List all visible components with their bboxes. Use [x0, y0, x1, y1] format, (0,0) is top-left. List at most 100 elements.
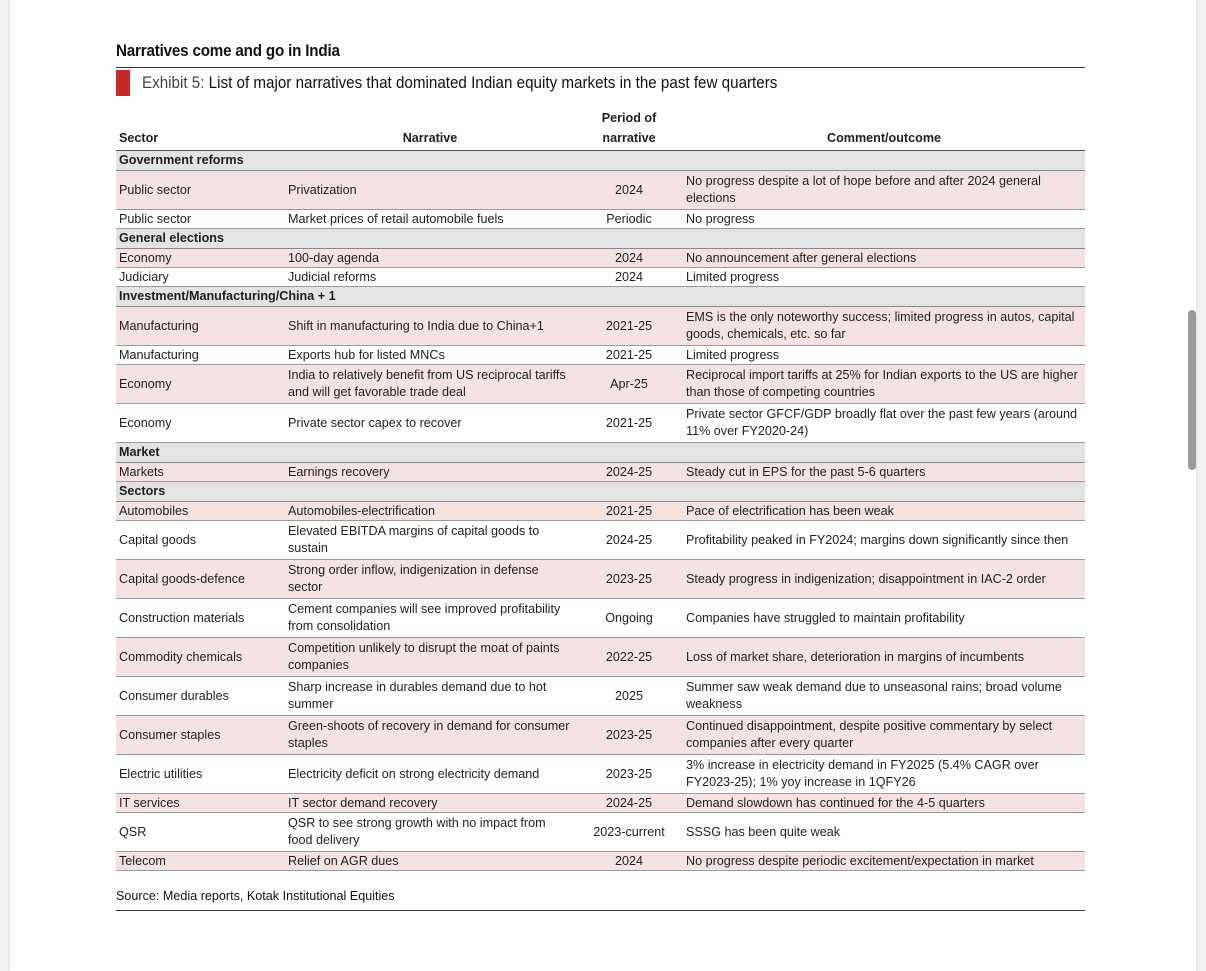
- cell-comment: Limited progress: [683, 345, 1085, 365]
- cell-sector: Construction materials: [116, 598, 285, 638]
- group-header-row: General elections: [116, 228, 1085, 249]
- cell-period: Periodic: [575, 209, 683, 229]
- table-row: Manufacturing Shift in manufacturing to I…: [116, 306, 1085, 346]
- source-note: Source: Media reports, Kotak Institution…: [116, 889, 395, 903]
- cell-narrative: Relief on AGR dues: [285, 851, 575, 871]
- cell-period: 2024-25: [575, 520, 683, 560]
- table-header-row: Sector Narrative Period of narrative Comm…: [116, 108, 1085, 151]
- table-row: Public sector Market prices of retail aut…: [116, 209, 1085, 229]
- cell-sector: Telecom: [116, 851, 285, 871]
- table-row: Economy Private sector capex to recover 20…: [116, 403, 1085, 443]
- table-row: Construction materials Cement companies w…: [116, 598, 1085, 638]
- cell-narrative: Strong order inflow, indigenization in d…: [285, 559, 575, 599]
- cell-comment: Continued disappointment, despite positi…: [683, 715, 1085, 755]
- cell-sector: Automobiles: [116, 501, 285, 521]
- table-row: Commodity chemicals Competition unlikely …: [116, 637, 1085, 677]
- cell-period: 2024: [575, 851, 683, 871]
- header-period: Period of narrative: [575, 108, 683, 151]
- cell-sector: Judiciary: [116, 267, 285, 287]
- heading-rule: [116, 67, 1085, 68]
- cell-comment: Steady cut in EPS for the past 5-6 quart…: [683, 462, 1085, 482]
- table-row: IT services IT sector demand recovery 2024…: [116, 793, 1085, 813]
- cell-period: 2024: [575, 248, 683, 268]
- cell-comment: Loss of market share, deterioration in m…: [683, 637, 1085, 677]
- group-header-row: Sectors: [116, 481, 1085, 502]
- cell-sector: Public sector: [116, 170, 285, 210]
- header-narrative: Narrative: [402, 131, 458, 145]
- group-label: Investment/Manufacturing/China + 1: [116, 286, 1085, 307]
- table-row: Electric utilities Electricity deficit on…: [116, 754, 1085, 794]
- cell-comment: No progress despite periodic excitement/…: [683, 851, 1085, 871]
- cell-narrative: Earnings recovery: [285, 462, 575, 482]
- vertical-scrollbar[interactable]: [1188, 310, 1196, 470]
- table-row: Capital goods Elevated EBITDA margins of …: [116, 520, 1085, 560]
- cell-sector: Capital goods: [116, 520, 285, 560]
- cell-period: 2021-25: [575, 345, 683, 365]
- cell-period: Apr-25: [575, 364, 683, 404]
- table-row: Capital goods-defence Strong order inflow…: [116, 559, 1085, 599]
- header-period-line1: Period of: [601, 111, 657, 125]
- table-row: Judiciary Judicial reforms 2024 Limited pro…: [116, 267, 1085, 287]
- table-row: Markets Earnings recovery 2024-25 Steady cu…: [116, 462, 1085, 482]
- cell-period: 2021-25: [575, 403, 683, 443]
- cell-comment: Profitability peaked in FY2024; margins …: [683, 520, 1085, 560]
- exhibit-title: List of major narratives that dominated …: [208, 73, 778, 92]
- cell-narrative: Shift in manufacturing to India due to C…: [285, 306, 575, 346]
- cell-sector: Public sector: [116, 209, 285, 229]
- cell-sector: Markets: [116, 462, 285, 482]
- group-label: Market: [116, 442, 1085, 463]
- cell-comment: Steady progress in indigenization; disap…: [683, 559, 1085, 599]
- group-label: General elections: [116, 228, 1085, 249]
- cell-narrative: 100-day agenda: [285, 248, 575, 268]
- cell-narrative: Automobiles-electrification: [285, 501, 575, 521]
- group-header-row: Government reforms: [116, 150, 1085, 171]
- cell-narrative: Elevated EBITDA margins of capital goods…: [285, 520, 575, 560]
- header-comment: Comment/outcome: [826, 131, 942, 145]
- header-sector: Sector: [119, 131, 159, 145]
- table-row: Automobiles Automobiles-electrification 20…: [116, 501, 1085, 521]
- group-header-row: Investment/Manufacturing/China + 1: [116, 286, 1085, 307]
- cell-period: 2021-25: [575, 501, 683, 521]
- cell-narrative: QSR to see strong growth with no impact …: [285, 812, 575, 852]
- cell-sector: Consumer staples: [116, 715, 285, 755]
- table-body: Government reforms Public sector Privatiza…: [116, 150, 1085, 871]
- cell-sector: Electric utilities: [116, 754, 285, 794]
- cell-narrative: Sharp increase in durables demand due to…: [285, 676, 575, 716]
- cell-sector: Manufacturing: [116, 306, 285, 346]
- table-row: Economy India to relatively benefit from …: [116, 364, 1085, 404]
- group-label: Government reforms: [116, 150, 1085, 171]
- cell-period: 2025: [575, 676, 683, 716]
- table-row: Economy 100-day agenda 2024 No announcement…: [116, 248, 1085, 268]
- table-row: QSR QSR to see strong growth with no impa…: [116, 812, 1085, 852]
- table-row: Manufacturing Exports hub for listed MNCs…: [116, 345, 1085, 365]
- cell-period: 2023-current: [575, 812, 683, 852]
- cell-narrative: Market prices of retail automobile fuels: [285, 209, 575, 229]
- cell-sector: Economy: [116, 248, 285, 268]
- cell-narrative: Cement companies will see improved profi…: [285, 598, 575, 638]
- cell-period: 2024: [575, 170, 683, 210]
- cell-comment: Demand slowdown has continued for the 4-…: [683, 793, 1085, 813]
- cell-sector: Commodity chemicals: [116, 637, 285, 677]
- cell-comment: Private sector GFCF/GDP broadly flat ove…: [683, 403, 1085, 443]
- cell-comment: No announcement after general elections: [683, 248, 1085, 268]
- cell-narrative: Judicial reforms: [285, 267, 575, 287]
- bottom-rule: [116, 910, 1085, 911]
- cell-narrative: Exports hub for listed MNCs: [285, 345, 575, 365]
- cell-narrative: Electricity deficit on strong electricit…: [285, 754, 575, 794]
- cell-period: 2023-25: [575, 754, 683, 794]
- cell-narrative: Green-shoots of recovery in demand for c…: [285, 715, 575, 755]
- exhibit-text: Exhibit 5: List of major narratives that…: [142, 74, 777, 93]
- cell-sector: QSR: [116, 812, 285, 852]
- cell-period: 2023-25: [575, 715, 683, 755]
- cell-comment: Companies have struggled to maintain pro…: [683, 598, 1085, 638]
- cell-sector: Consumer durables: [116, 676, 285, 716]
- cell-comment: EMS is the only noteworthy success; limi…: [683, 306, 1085, 346]
- header-period-line2: narrative: [602, 131, 656, 145]
- group-label: Sectors: [116, 481, 1085, 502]
- cell-comment: SSSG has been quite weak: [683, 812, 1085, 852]
- cell-period: 2024: [575, 267, 683, 287]
- exhibit-caption: Exhibit 5: List of major narratives that…: [116, 70, 833, 96]
- page-heading: Narratives come and go in India: [116, 42, 340, 60]
- cell-narrative: Private sector capex to recover: [285, 403, 575, 443]
- table-row: Telecom Relief on AGR dues 2024 No progress…: [116, 851, 1085, 871]
